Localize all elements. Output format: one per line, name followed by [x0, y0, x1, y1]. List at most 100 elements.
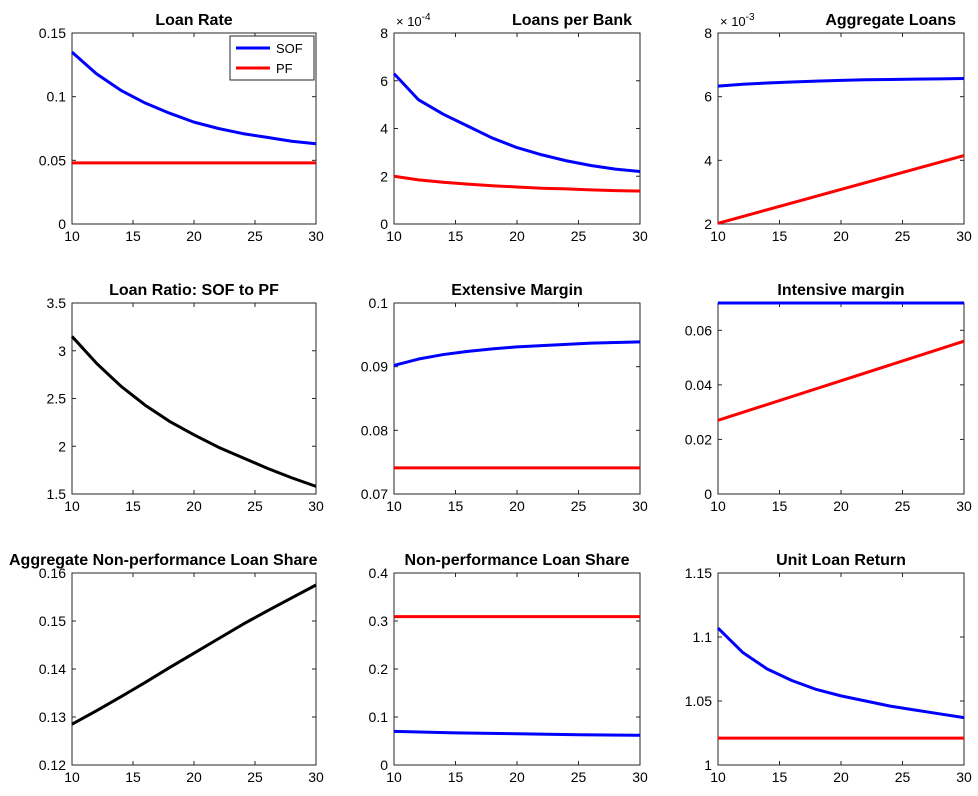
- x-tick-label: 30: [956, 498, 972, 514]
- series-line-1: [393, 340, 641, 367]
- x-tick-label: 20: [833, 228, 849, 244]
- x-tick-label: 20: [186, 769, 202, 785]
- y-tick-label: 8: [380, 25, 388, 41]
- y-tick-label: 0: [704, 486, 712, 502]
- y-tick-label: 2: [380, 168, 388, 184]
- series-line-1: [70, 335, 317, 488]
- x-tick-label: 25: [571, 498, 587, 514]
- x-tick-label: 25: [571, 228, 587, 244]
- x-tick-label: 10: [386, 769, 402, 785]
- subplot-1: 10 15 20 25 30 0 0.05 0.1 0.15 Loan Rate SOF PF: [39, 12, 324, 244]
- x-tick-label: 30: [632, 498, 648, 514]
- legend-box: [229, 35, 315, 81]
- x-tick-label: 15: [448, 498, 464, 514]
- legend-label: PF: [276, 61, 293, 76]
- y-tick-label: 0.13: [39, 709, 66, 725]
- y-tick-label: 0.15: [39, 25, 66, 41]
- x-tick-label: 25: [247, 769, 263, 785]
- x-tick-label: 25: [247, 498, 263, 514]
- y-tick-label: 0.04: [685, 377, 712, 393]
- y-tick-label: 0.07: [361, 486, 388, 502]
- y-tick-label: 2.5: [47, 391, 67, 407]
- subplot-4: 10 15 20 25 30 1.5 2 2.5 3 3.5 Loan Ratio: SOF to …: [47, 282, 324, 514]
- y-tick-label: 3.5: [47, 295, 67, 311]
- y-tick-label: 0.06: [685, 322, 712, 338]
- x-tick-label: 15: [125, 498, 141, 514]
- x-tick-label: 30: [308, 228, 324, 244]
- x-tick-label: 20: [186, 498, 202, 514]
- x-tick-label: 25: [895, 228, 911, 244]
- y-tick-label: 0.15: [39, 613, 66, 629]
- x-tick-label: 15: [125, 228, 141, 244]
- x-tick-label: 15: [772, 498, 788, 514]
- y-tick-label: 0.16: [39, 565, 66, 581]
- x-tick-label: 25: [571, 769, 587, 785]
- y-tick-label: 0: [380, 216, 388, 232]
- plot-area: [393, 302, 641, 495]
- series-line-2: [717, 154, 965, 225]
- subplot-title: Aggregate Non-performance Loan Share: [9, 552, 318, 569]
- y-tick-label: 6: [704, 89, 712, 105]
- x-tick-label: 30: [308, 769, 324, 785]
- y-tick-label: 0.1: [369, 709, 389, 725]
- x-tick-label: 25: [895, 769, 911, 785]
- y-tick-label: 0.05: [39, 152, 66, 168]
- subplot-title: Non-performance Loan Share: [405, 552, 630, 569]
- x-tick-label: 10: [64, 498, 80, 514]
- x-tick-label: 30: [308, 498, 324, 514]
- series-line-1: [71, 583, 317, 726]
- series-line-1: [393, 729, 641, 737]
- x-tick-label: 25: [247, 228, 263, 244]
- y-tick-label: 8: [704, 25, 712, 41]
- y-tick-label: 0.1: [369, 295, 389, 311]
- series-line-1: [716, 626, 965, 720]
- y-exponent-label: × 10-3: [720, 12, 755, 29]
- y-tick-label: 0.09: [361, 359, 388, 375]
- y-tick-label: 1.15: [685, 565, 712, 581]
- y-tick-label: 2: [704, 216, 712, 232]
- x-tick-label: 15: [772, 228, 788, 244]
- y-tick-label: 0.02: [685, 431, 712, 447]
- subplot-title: Loan Ratio: SOF to PF: [109, 282, 279, 299]
- subplot-2: 10 15 20 25 30 0 2 4 6 8 × 10-4 Loans per Bank: [380, 12, 648, 244]
- y-tick-label: 0.2: [369, 661, 389, 677]
- y-tick-label: 0: [58, 216, 66, 232]
- y-tick-label: 4: [380, 121, 388, 137]
- x-tick-label: 30: [632, 228, 648, 244]
- y-tick-label: 6: [380, 73, 388, 89]
- subplot-title: Intensive margin: [777, 282, 904, 299]
- x-tick-label: 20: [509, 769, 525, 785]
- series-line-sof: [71, 50, 317, 146]
- series-line-2: [393, 174, 641, 193]
- x-tick-label: 10: [710, 228, 726, 244]
- y-tick-label: 0.4: [369, 565, 389, 581]
- y-tick-label: 0.3: [369, 613, 389, 629]
- subplot-title: Loans per Bank: [512, 12, 632, 29]
- x-tick-label: 20: [833, 498, 849, 514]
- subplot-3: 10 15 20 25 30 2 4 6 8 × 10-3 Aggregate Loans: [704, 12, 972, 244]
- plot-area: [717, 32, 965, 225]
- x-tick-label: 15: [448, 228, 464, 244]
- subplot-8: 10 15 20 25 30 0 0.1 0.2 0.3 0.4 Non-performance L…: [369, 552, 648, 785]
- x-tick-label: 10: [64, 769, 80, 785]
- subplot-title: Extensive Margin: [451, 282, 583, 299]
- y-tick-label: 3: [58, 343, 66, 359]
- x-tick-label: 10: [386, 498, 402, 514]
- x-tick-label: 10: [710, 498, 726, 514]
- x-tick-label: 30: [956, 769, 972, 785]
- series-line-2: [717, 339, 965, 422]
- y-exponent-label: × 10-4: [396, 12, 431, 29]
- plot-area: [393, 32, 641, 225]
- x-tick-label: 25: [895, 498, 911, 514]
- y-tick-label: 4: [704, 152, 712, 168]
- x-tick-label: 20: [509, 498, 525, 514]
- x-tick-label: 10: [710, 769, 726, 785]
- x-tick-label: 15: [125, 769, 141, 785]
- x-tick-label: 30: [632, 769, 648, 785]
- plot-area: [717, 302, 965, 495]
- legend: SOF PF: [229, 35, 315, 81]
- x-tick-label: 15: [448, 769, 464, 785]
- x-tick-label: 15: [772, 769, 788, 785]
- subplot-9: 10 15 20 25 30 1 1.05 1.1 1.15 Unit Loan Return: [685, 552, 972, 785]
